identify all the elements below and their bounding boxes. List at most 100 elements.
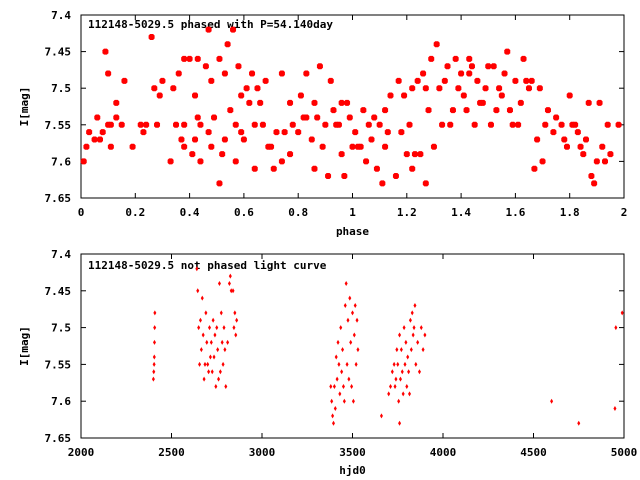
- data-point: [129, 143, 136, 150]
- data-point: [615, 121, 622, 128]
- data-point: [335, 376, 339, 382]
- data-point: [170, 85, 177, 92]
- data-point: [210, 369, 214, 375]
- data-point: [311, 99, 318, 106]
- data-point: [143, 121, 150, 128]
- x-tick-label: 2: [621, 206, 628, 219]
- data-point: [379, 413, 383, 419]
- data-point: [338, 99, 345, 106]
- data-point: [216, 55, 223, 62]
- data-point: [395, 77, 402, 84]
- data-point: [419, 325, 423, 331]
- x-axis-label: phase: [336, 225, 369, 238]
- data-point: [593, 158, 600, 165]
- data-point: [208, 354, 212, 360]
- data-point: [213, 332, 217, 338]
- data-point: [335, 121, 342, 128]
- data-point: [207, 369, 211, 375]
- data-point: [208, 143, 215, 150]
- data-point: [154, 121, 161, 128]
- data-point: [398, 129, 405, 136]
- data-point: [330, 398, 334, 404]
- y-tick-label: 7.4: [51, 248, 71, 261]
- data-point: [365, 121, 372, 128]
- x-tick-label: 0.4: [180, 206, 200, 219]
- data-point: [563, 143, 570, 150]
- data-point: [212, 354, 216, 360]
- data-point: [192, 92, 199, 99]
- data-point: [479, 99, 486, 106]
- data-point: [582, 136, 589, 143]
- data-point: [439, 121, 446, 128]
- x-tick-label: 1.4: [451, 206, 471, 219]
- data-point: [322, 121, 329, 128]
- data-point: [607, 151, 614, 158]
- data-point: [97, 136, 104, 143]
- data-point: [297, 92, 304, 99]
- data-point: [414, 361, 418, 367]
- data-point: [209, 339, 213, 345]
- data-point: [596, 99, 603, 106]
- y-tick-label: 7.55: [45, 358, 72, 371]
- data-point: [428, 55, 435, 62]
- data-point: [230, 26, 237, 33]
- data-point: [338, 391, 342, 397]
- data-point: [208, 325, 212, 331]
- data-point: [347, 376, 351, 382]
- data-point: [224, 41, 231, 48]
- data-point: [217, 376, 221, 382]
- data-point: [228, 273, 232, 279]
- data-point: [558, 121, 565, 128]
- data-point: [99, 129, 106, 136]
- data-point: [214, 383, 218, 389]
- data-point: [550, 398, 554, 404]
- data-point: [399, 347, 403, 353]
- data-point: [371, 114, 378, 121]
- data-point: [311, 165, 318, 172]
- data-point: [268, 143, 275, 150]
- data-point: [211, 317, 215, 323]
- data-point: [341, 347, 345, 353]
- data-point: [379, 180, 386, 187]
- data-point: [387, 92, 394, 99]
- y-tick-label: 7.45: [45, 46, 72, 59]
- data-point: [251, 121, 258, 128]
- data-point: [232, 121, 239, 128]
- y-tick-label: 7.55: [45, 119, 72, 132]
- data-point: [337, 361, 341, 367]
- data-point: [178, 136, 185, 143]
- data-point: [566, 92, 573, 99]
- data-point: [251, 165, 258, 172]
- data-point: [202, 63, 209, 70]
- data-point: [83, 143, 90, 150]
- data-point: [303, 70, 310, 77]
- data-point: [221, 70, 228, 77]
- data-point: [226, 339, 230, 345]
- x-tick-label: 0: [78, 206, 85, 219]
- x-tick-label: 2500: [158, 446, 185, 459]
- data-point: [368, 136, 375, 143]
- data-point: [577, 420, 581, 426]
- data-point: [394, 376, 398, 382]
- y-tick-label: 7.4: [51, 9, 71, 22]
- data-point: [118, 121, 125, 128]
- data-point: [107, 143, 114, 150]
- data-point: [233, 310, 237, 316]
- data-point: [333, 406, 337, 412]
- data-point: [509, 121, 516, 128]
- data-point: [159, 77, 166, 84]
- data-point: [356, 347, 360, 353]
- data-point: [121, 77, 128, 84]
- data-point: [349, 339, 353, 345]
- x-tick-label: 2000: [68, 446, 95, 459]
- data-point: [409, 347, 413, 353]
- data-point: [352, 332, 356, 338]
- x-tick-label: 0.8: [288, 206, 308, 219]
- data-point: [197, 121, 204, 128]
- data-point: [194, 55, 201, 62]
- data-point: [227, 107, 234, 114]
- data-point: [211, 114, 218, 121]
- data-point: [449, 107, 456, 114]
- y-tick-label: 7.5: [51, 322, 71, 335]
- data-point: [327, 77, 334, 84]
